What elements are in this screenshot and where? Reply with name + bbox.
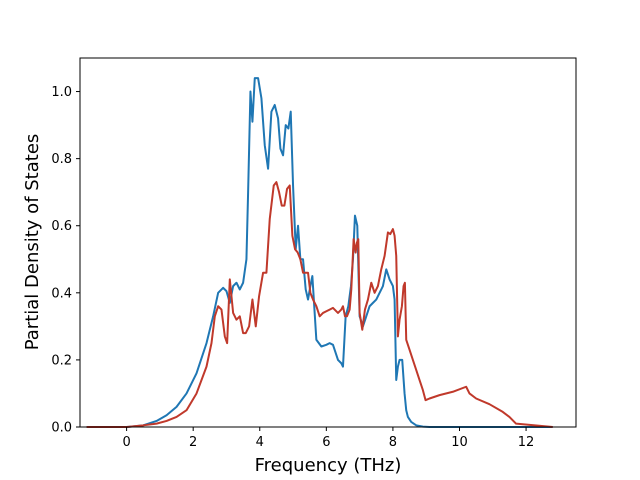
y-tick-label: 0.4 [51, 286, 72, 301]
x-tick-label: 0 [122, 435, 130, 450]
y-tick-label: 0.2 [51, 353, 72, 368]
y-tick-label: 0.8 [51, 152, 72, 167]
series-line-1 [86, 77, 553, 428]
x-tick-label: 12 [518, 435, 535, 450]
x-tick-label: 4 [256, 435, 264, 450]
x-tick-label: 6 [322, 435, 330, 450]
plot-area-frame [79, 57, 577, 428]
y-tick-label: 1.0 [51, 85, 72, 100]
y-axis-ticks: 0.0 0.2 0.4 0.6 0.8 1.0 [51, 85, 80, 436]
x-axis-ticks: 0 2 4 6 8 10 12 [122, 427, 534, 450]
y-axis-title: Partial Density of States [22, 134, 43, 351]
x-tick-label: 10 [451, 435, 468, 450]
y-tick-label: 0.6 [51, 219, 72, 234]
x-tick-label: 2 [189, 435, 197, 450]
series-line-2 [86, 181, 553, 428]
x-tick-label: 8 [389, 435, 397, 450]
y-tick-label: 0.0 [51, 421, 72, 436]
x-axis-title: Frequency (THz) [255, 455, 402, 476]
series-layer [86, 77, 553, 428]
